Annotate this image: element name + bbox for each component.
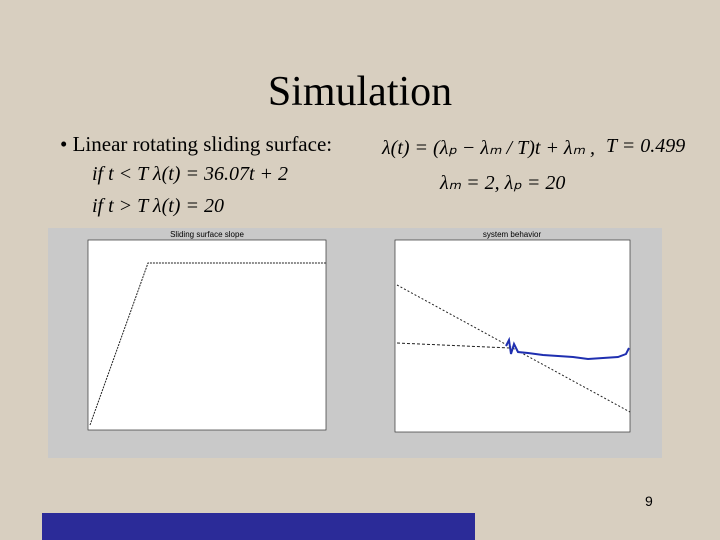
plot-title: system behavior [483,230,542,239]
bullet-text: Linear rotating sliding surface: [72,132,333,156]
curve-illustration [89,262,326,426]
equation: if t > T λ(t) = 20 [92,195,224,217]
footer-bar [42,513,475,540]
plot-area [87,239,327,431]
figure-panel: Sliding surface slope system behavior [48,228,662,458]
equation: λₘ = 2, λₚ = 20 [440,172,566,194]
equation: T = 0.499 [606,135,686,157]
page-number: 9 [645,493,653,509]
curve-illustration [505,336,630,361]
plot-area [394,239,631,433]
equation: λ(t) = (λₚ − λₘ / T)t + λₘ , [382,137,596,159]
curve-illustration [396,342,511,349]
slide-title: Simulation [267,69,453,115]
plot-title: Sliding surface slope [170,230,244,239]
equation: if t < T λ(t) = 36.07t + 2 [92,163,289,185]
bullet: • Linear rotating sliding surface: [60,132,333,156]
